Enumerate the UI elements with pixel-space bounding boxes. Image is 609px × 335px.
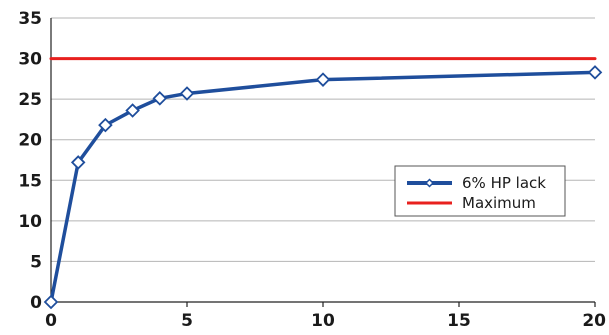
legend-label-maximum: Maximum <box>462 194 536 212</box>
data-point-6-hp-lack-3 <box>125 103 140 118</box>
data-point-6-hp-lack-2 <box>98 117 113 133</box>
axes <box>50 18 596 307</box>
y-tick-label-0: 0 <box>30 293 42 313</box>
data-point-6-hp-lack-6 <box>315 72 331 87</box>
y-tick-labels: 0 5 10 15 20 25 30 35 <box>18 9 42 313</box>
series-line-6-hp-lack <box>49 70 597 304</box>
legend-box <box>394 165 566 217</box>
data-point-6-hp-lack-0 <box>43 294 59 310</box>
legend-swatch-marker-6-hp-lack <box>424 178 435 188</box>
y-tick-label-10: 10 <box>18 212 42 232</box>
x-tick-label-5: 5 <box>181 311 193 331</box>
x-tick-labels: 0 5 10 15 20 <box>45 311 606 331</box>
data-point-6-hp-lack-1 <box>70 155 86 170</box>
x-tick-label-10: 10 <box>311 311 335 331</box>
series-layer <box>43 57 603 310</box>
legend: 6% HP lack Maximum <box>394 165 566 217</box>
data-point-6-hp-lack-7 <box>587 65 603 80</box>
y-tick-label-15: 15 <box>18 171 42 191</box>
y-tick-label-5: 5 <box>30 252 42 272</box>
y-tick-label-35: 35 <box>18 9 42 29</box>
y-tick-label-30: 30 <box>18 50 42 70</box>
y-tick-label-25: 25 <box>18 90 42 110</box>
x-tick-label-20: 20 <box>582 311 606 331</box>
x-tick-label-15: 15 <box>447 311 471 331</box>
data-point-6-hp-lack-5 <box>179 86 195 101</box>
grid-lines <box>51 17 595 262</box>
y-tick-label-20: 20 <box>18 131 42 151</box>
data-point-6-hp-lack-4 <box>152 91 168 106</box>
legend-label-6-hp-lack: 6% HP lack <box>462 174 546 192</box>
x-tick-label-0: 0 <box>45 311 57 331</box>
